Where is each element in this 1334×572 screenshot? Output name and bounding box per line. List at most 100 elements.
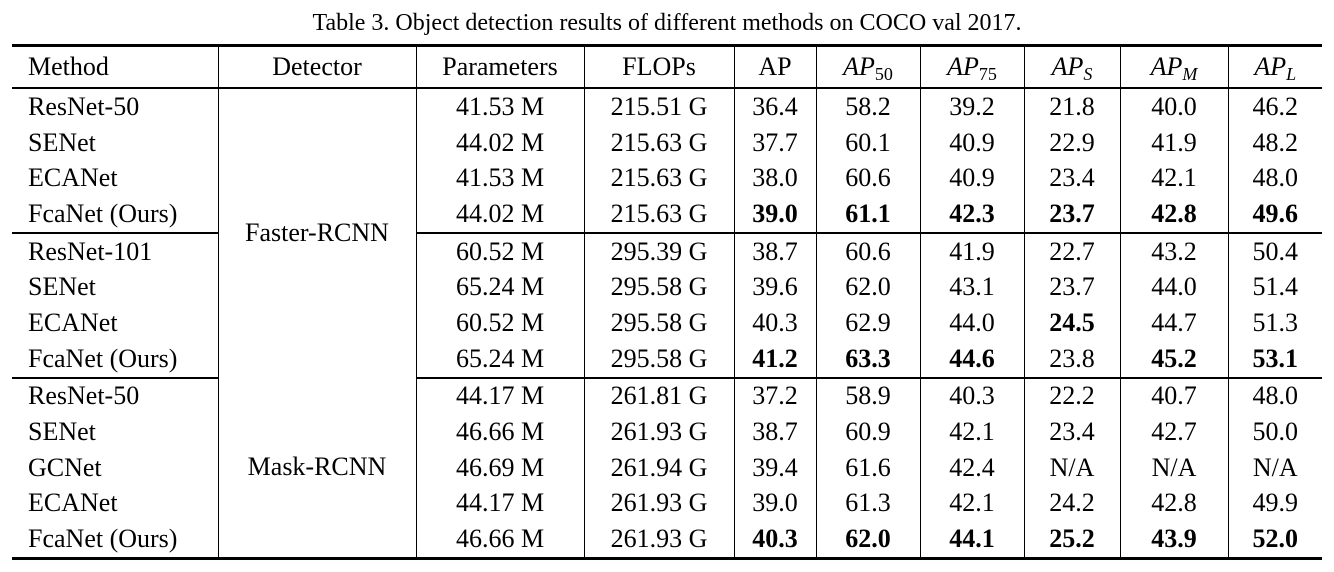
cell-ap50: 62.0 — [816, 521, 921, 560]
header-apm: APM — [1120, 44, 1229, 89]
cell-apl: N/A — [1252, 452, 1298, 482]
cell-params: 44.17 M — [416, 377, 585, 415]
cell-ap50: 60.1 — [816, 124, 921, 161]
cell-apm: 40.0 — [1120, 88, 1229, 125]
cell-params: 44.17 M — [416, 485, 585, 522]
cell-params: 46.66 M — [416, 521, 585, 560]
cell-apm: 42.8 — [1120, 485, 1229, 522]
cell-method: SENet — [12, 124, 219, 161]
cell-flops: 295.58 G — [584, 269, 735, 306]
cell-params: 65.24 M — [416, 269, 585, 306]
cell-apm: 43.9 — [1120, 521, 1229, 560]
cell-ap: 39.6 — [734, 269, 817, 306]
cell-ap75: 41.9 — [920, 232, 1025, 270]
cell-apl: 51.3 — [1252, 307, 1299, 337]
cell-ap: 37.7 — [734, 124, 817, 161]
header-apm-base: AP — [1150, 52, 1183, 81]
cell-ap: 37.2 — [734, 377, 817, 415]
cell-method: ResNet-101 — [12, 232, 219, 270]
table-row: SENet 65.24 M 295.58 G 39.6 62.0 43.1 23… — [12, 269, 1322, 306]
cell-aps: 23.4 — [1024, 160, 1121, 197]
cell-ap50: 62.9 — [816, 305, 921, 341]
table-row: ResNet-50 Mask-RCNN 44.17 M 261.81 G 37.… — [12, 377, 1322, 560]
header-ap50-base: AP — [843, 52, 875, 81]
table-row: SENet 46.66 M 261.93 G 38.7 60.9 42.1 23… — [12, 414, 1322, 450]
cell-ap75: 44.1 — [920, 521, 1025, 560]
header-flops: FLOPs — [584, 44, 735, 89]
cell-flops: 215.51 G — [584, 88, 735, 125]
cell-ap: 40.3 — [734, 521, 817, 560]
cell-aps: 22.7 — [1024, 232, 1121, 270]
cell-flops: 295.58 G — [584, 340, 735, 379]
header-parameters: Parameters — [416, 44, 585, 89]
cell-apl: 53.1 — [1228, 340, 1322, 379]
header-ap75-base: AP — [947, 52, 979, 81]
cell-flops: 261.81 G — [584, 377, 735, 415]
cell-ap75: 44.0 — [920, 305, 1025, 341]
cell-flops: 261.94 G — [584, 449, 735, 486]
cell-method: FcaNet (Ours) — [12, 340, 219, 379]
cell-apm: 45.2 — [1120, 340, 1229, 379]
cell-apl: 48.0 — [1252, 163, 1299, 193]
cell-method: ResNet-50 — [12, 88, 219, 125]
header-ap75: AP75 — [920, 44, 1025, 89]
cell-apl: 50.0 — [1252, 417, 1299, 447]
header-ap50: AP50 — [816, 44, 921, 89]
cell-apm: 44.7 — [1120, 305, 1229, 341]
cell-ap75: 40.3 — [920, 377, 1025, 415]
table-row: FcaNet (Ours) 65.24 M 295.58 G 41.2 63.3… — [12, 340, 1322, 379]
cell-params: 44.02 M — [416, 124, 585, 161]
cell-params: 60.52 M — [416, 305, 585, 341]
cell-ap75: 39.2 — [920, 88, 1025, 125]
cell-apl: 48.0 — [1252, 381, 1299, 411]
table-caption: Table 3. Object detection results of dif… — [312, 10, 1022, 36]
results-table: Method Detector Parameters FLOPs AP AP50… — [12, 44, 1322, 560]
table-row: ECANet 60.52 M 295.58 G 40.3 62.9 44.0 2… — [12, 305, 1322, 341]
cell-ap50: 60.6 — [816, 160, 921, 197]
cell-flops: 295.58 G — [584, 305, 735, 341]
header-aps: APS — [1024, 44, 1121, 89]
cell-apl: 50.4 — [1252, 236, 1299, 266]
cell-flops: 295.39 G — [584, 232, 735, 270]
header-ap50-sub: 50 — [874, 64, 893, 84]
cell-ap50: 63.3 — [816, 340, 921, 379]
cell-method: ECANet — [12, 485, 219, 522]
cell-method: ECANet — [12, 305, 219, 341]
cell-ap50: 58.9 — [816, 377, 921, 415]
cell-ap50: 60.9 — [816, 414, 921, 450]
cell-ap75: 42.1 — [920, 414, 1025, 450]
cell-flops: 261.93 G — [584, 485, 735, 522]
cell-ap50: 60.6 — [816, 232, 921, 270]
cell-apl: 46.2 — [1252, 91, 1299, 121]
cell-aps: N/A — [1024, 449, 1121, 486]
cell-flops: 261.93 G — [584, 521, 735, 560]
header-method: Method — [12, 44, 219, 89]
cell-aps: 23.7 — [1024, 269, 1121, 306]
header-apm-sub: M — [1182, 64, 1198, 84]
table-row: ResNet-50 Faster-RCNN 41.53 M 215.51 G 3… — [12, 88, 1322, 378]
cell-apm: 42.7 — [1120, 414, 1229, 450]
cell-apl: 51.4 — [1252, 272, 1299, 302]
cell-method: ECANet — [12, 160, 219, 197]
cell-ap75: 43.1 — [920, 269, 1025, 306]
cell-aps: 23.7 — [1024, 196, 1121, 234]
table-row: FcaNet (Ours) 44.02 M 215.63 G 39.0 61.1… — [12, 196, 1322, 234]
cell-apl: 49.6 — [1228, 196, 1322, 234]
cell-ap: 41.2 — [734, 340, 817, 379]
header-ap: AP — [734, 44, 817, 89]
cell-ap50: 61.1 — [816, 196, 921, 234]
header-apl-base: AP — [1254, 52, 1287, 81]
header-apl-sub: L — [1286, 64, 1297, 84]
cell-apl: 48.2 — [1252, 127, 1299, 157]
cell-apm: 44.0 — [1120, 269, 1229, 306]
cell-params: 46.69 M — [416, 449, 585, 486]
header-row: Method Detector Parameters FLOPs AP AP50… — [12, 44, 1322, 89]
cell-params: 46.66 M — [416, 414, 585, 450]
cell-apl: 49.9 — [1252, 488, 1299, 518]
cell-ap75: 44.6 — [920, 340, 1025, 379]
cell-method: SENet — [12, 269, 219, 306]
cell-ap: 39.0 — [734, 485, 817, 522]
cell-params: 41.53 M — [416, 160, 585, 197]
header-apl: APL — [1228, 44, 1322, 89]
table-row: GCNet 46.69 M 261.94 G 39.4 61.6 42.4 N/… — [12, 449, 1322, 486]
